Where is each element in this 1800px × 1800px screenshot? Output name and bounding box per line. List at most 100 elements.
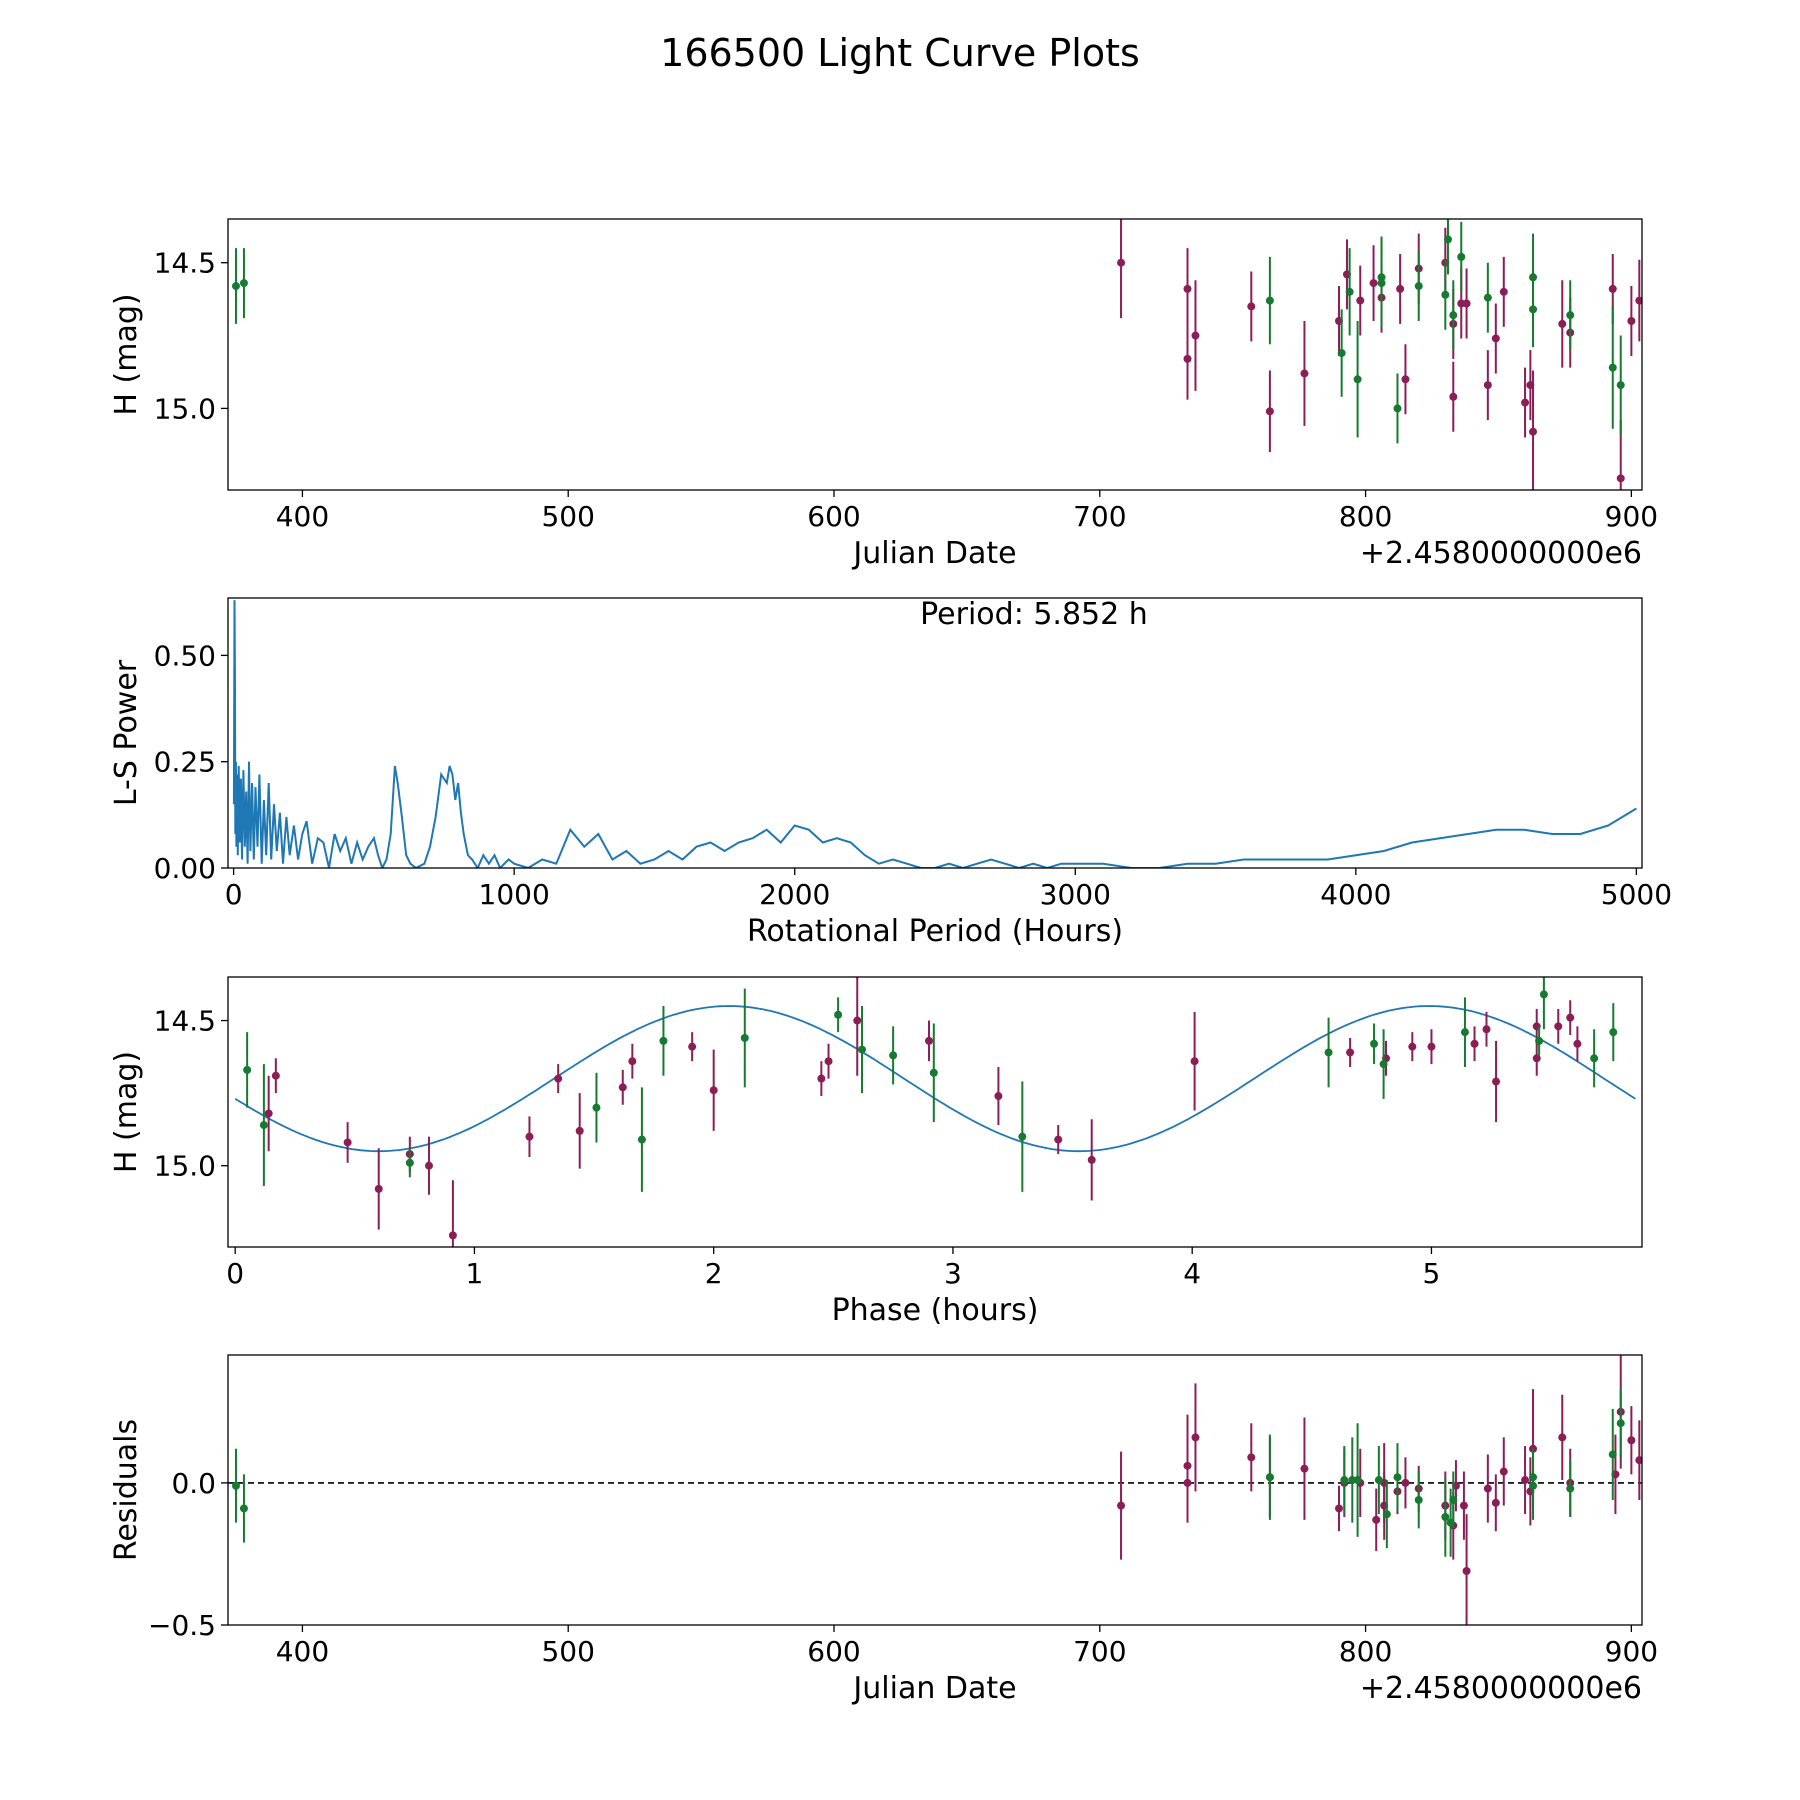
periodogram-plot-area <box>232 600 1637 868</box>
data-point-g <box>1616 1419 1625 1428</box>
data-point-g <box>239 1504 248 1513</box>
data-point-g <box>405 1158 414 1167</box>
data-point-r <box>1087 1155 1096 1164</box>
y-axis-label: Residuals <box>109 1419 144 1561</box>
residuals-axes-frame <box>227 1354 1643 1626</box>
data-point-g <box>231 282 240 291</box>
x-offset-label: +2.4580000000e6 <box>1360 1671 1642 1706</box>
data-point-r <box>1369 279 1378 288</box>
lightcurve-panel: 400 500 600 700 800 900 15.0 14.5 Julian Date H (… <box>109 218 1658 571</box>
data-point-g <box>1353 375 1362 384</box>
phased-axes-frame <box>227 976 1643 1248</box>
y-tick-label: 14.5 <box>154 1005 216 1038</box>
data-point-r <box>424 1161 433 1170</box>
data-point-g <box>637 1135 646 1144</box>
y-tick-label: −0.5 <box>148 1609 216 1642</box>
data-point-r <box>1183 354 1192 363</box>
data-point-r <box>1499 287 1508 296</box>
data-point-r <box>925 1036 934 1045</box>
data-point-r <box>1635 1456 1642 1465</box>
y-axis-label: H (mag) <box>109 293 144 415</box>
x-tick-label: 2 <box>705 1257 723 1290</box>
data-point-r <box>1117 1501 1126 1510</box>
data-point-r <box>824 1057 833 1066</box>
data-point-g <box>1608 1450 1617 1459</box>
y-tick-label: 0.0 <box>171 1467 216 1500</box>
data-point-g <box>1449 311 1458 320</box>
data-point-r <box>817 1074 826 1083</box>
y-tick-label: 0.50 <box>154 639 216 672</box>
data-point-g <box>1393 404 1402 413</box>
data-point-r <box>1554 1022 1563 1031</box>
data-point-g <box>740 1033 749 1042</box>
y-axis-label: H (mag) <box>109 1051 144 1173</box>
data-point-r <box>1191 331 1200 340</box>
data-point-g <box>1441 290 1450 299</box>
data-point-r <box>1529 427 1538 436</box>
x-offset-label: +2.4580000000e6 <box>1360 536 1642 571</box>
data-point-g <box>1590 1054 1599 1063</box>
data-point-r <box>1396 284 1405 293</box>
data-point-g <box>1265 296 1274 305</box>
x-tick-label: 5 <box>1423 1257 1441 1290</box>
data-point-g <box>1370 1039 1379 1048</box>
x-tick-label: 500 <box>541 1635 594 1668</box>
data-point-r <box>1462 1567 1471 1575</box>
data-point-r <box>1408 1042 1417 1051</box>
x-tick-label: 3 <box>944 1257 962 1290</box>
x-tick-label: 600 <box>807 500 860 533</box>
residuals-plot-area <box>228 1355 1642 1625</box>
data-point-g <box>1529 1481 1538 1490</box>
x-tick-label: 500 <box>541 500 594 533</box>
data-point-g <box>1265 1473 1274 1482</box>
data-point-g <box>1345 287 1354 296</box>
period-annotation: Period: 5.852 h <box>920 597 1148 632</box>
data-point-r <box>1558 319 1567 328</box>
data-point-g <box>243 1065 252 1074</box>
data-point-r <box>628 1057 637 1066</box>
data-point-r <box>525 1132 534 1141</box>
data-point-g <box>1535 1036 1544 1045</box>
data-point-r <box>1491 334 1500 343</box>
data-point-r <box>618 1083 627 1092</box>
data-point-g <box>231 1481 240 1490</box>
data-point-r <box>1627 1436 1636 1445</box>
x-tick-label: 1000 <box>479 878 550 911</box>
data-point-r <box>1470 1039 1479 1048</box>
x-tick-label: 900 <box>1605 500 1658 533</box>
data-point-r <box>343 1138 352 1147</box>
data-point-r <box>1300 1464 1309 1473</box>
data-point-r <box>575 1126 584 1135</box>
data-point-r <box>1491 1498 1500 1507</box>
x-tick-label: 700 <box>1073 1635 1126 1668</box>
data-point-g <box>1449 1495 1458 1504</box>
x-tick-label: 400 <box>276 500 329 533</box>
x-axis-label: Julian Date <box>851 1671 1016 1706</box>
data-point-g <box>1460 1028 1469 1037</box>
data-point-g <box>1414 1495 1423 1504</box>
y-tick-label: 0.25 <box>154 746 216 779</box>
data-point-g <box>929 1068 938 1077</box>
data-point-r <box>1483 381 1492 390</box>
data-point-g <box>1379 1060 1388 1069</box>
data-point-g <box>592 1103 601 1112</box>
data-point-r <box>1635 296 1642 305</box>
data-point-r <box>1054 1135 1063 1144</box>
data-point-g <box>1609 1028 1618 1037</box>
data-point-g <box>834 1010 843 1019</box>
data-point-r <box>1356 296 1365 305</box>
periodogram-line <box>232 600 1637 868</box>
data-point-g <box>1566 311 1575 320</box>
lightcurve-axes-frame <box>227 218 1643 491</box>
phased-lightcurve-panel: 0 1 2 3 4 5 15.0 14.5 Phase (hours) H (mag) <box>109 976 1643 1328</box>
data-point-r <box>994 1092 1003 1101</box>
x-axis-label: Julian Date <box>851 536 1016 571</box>
x-tick-label: 400 <box>276 1635 329 1668</box>
data-point-g <box>1382 1510 1391 1519</box>
data-point-r <box>1482 1025 1491 1034</box>
data-point-r <box>1521 398 1530 407</box>
data-point-r <box>1608 284 1617 293</box>
data-point-r <box>1532 1054 1541 1063</box>
periodogram-panel: 0 1000 2000 3000 4000 5000 0.00 0.25 0.50 Rotatio… <box>109 597 1672 949</box>
